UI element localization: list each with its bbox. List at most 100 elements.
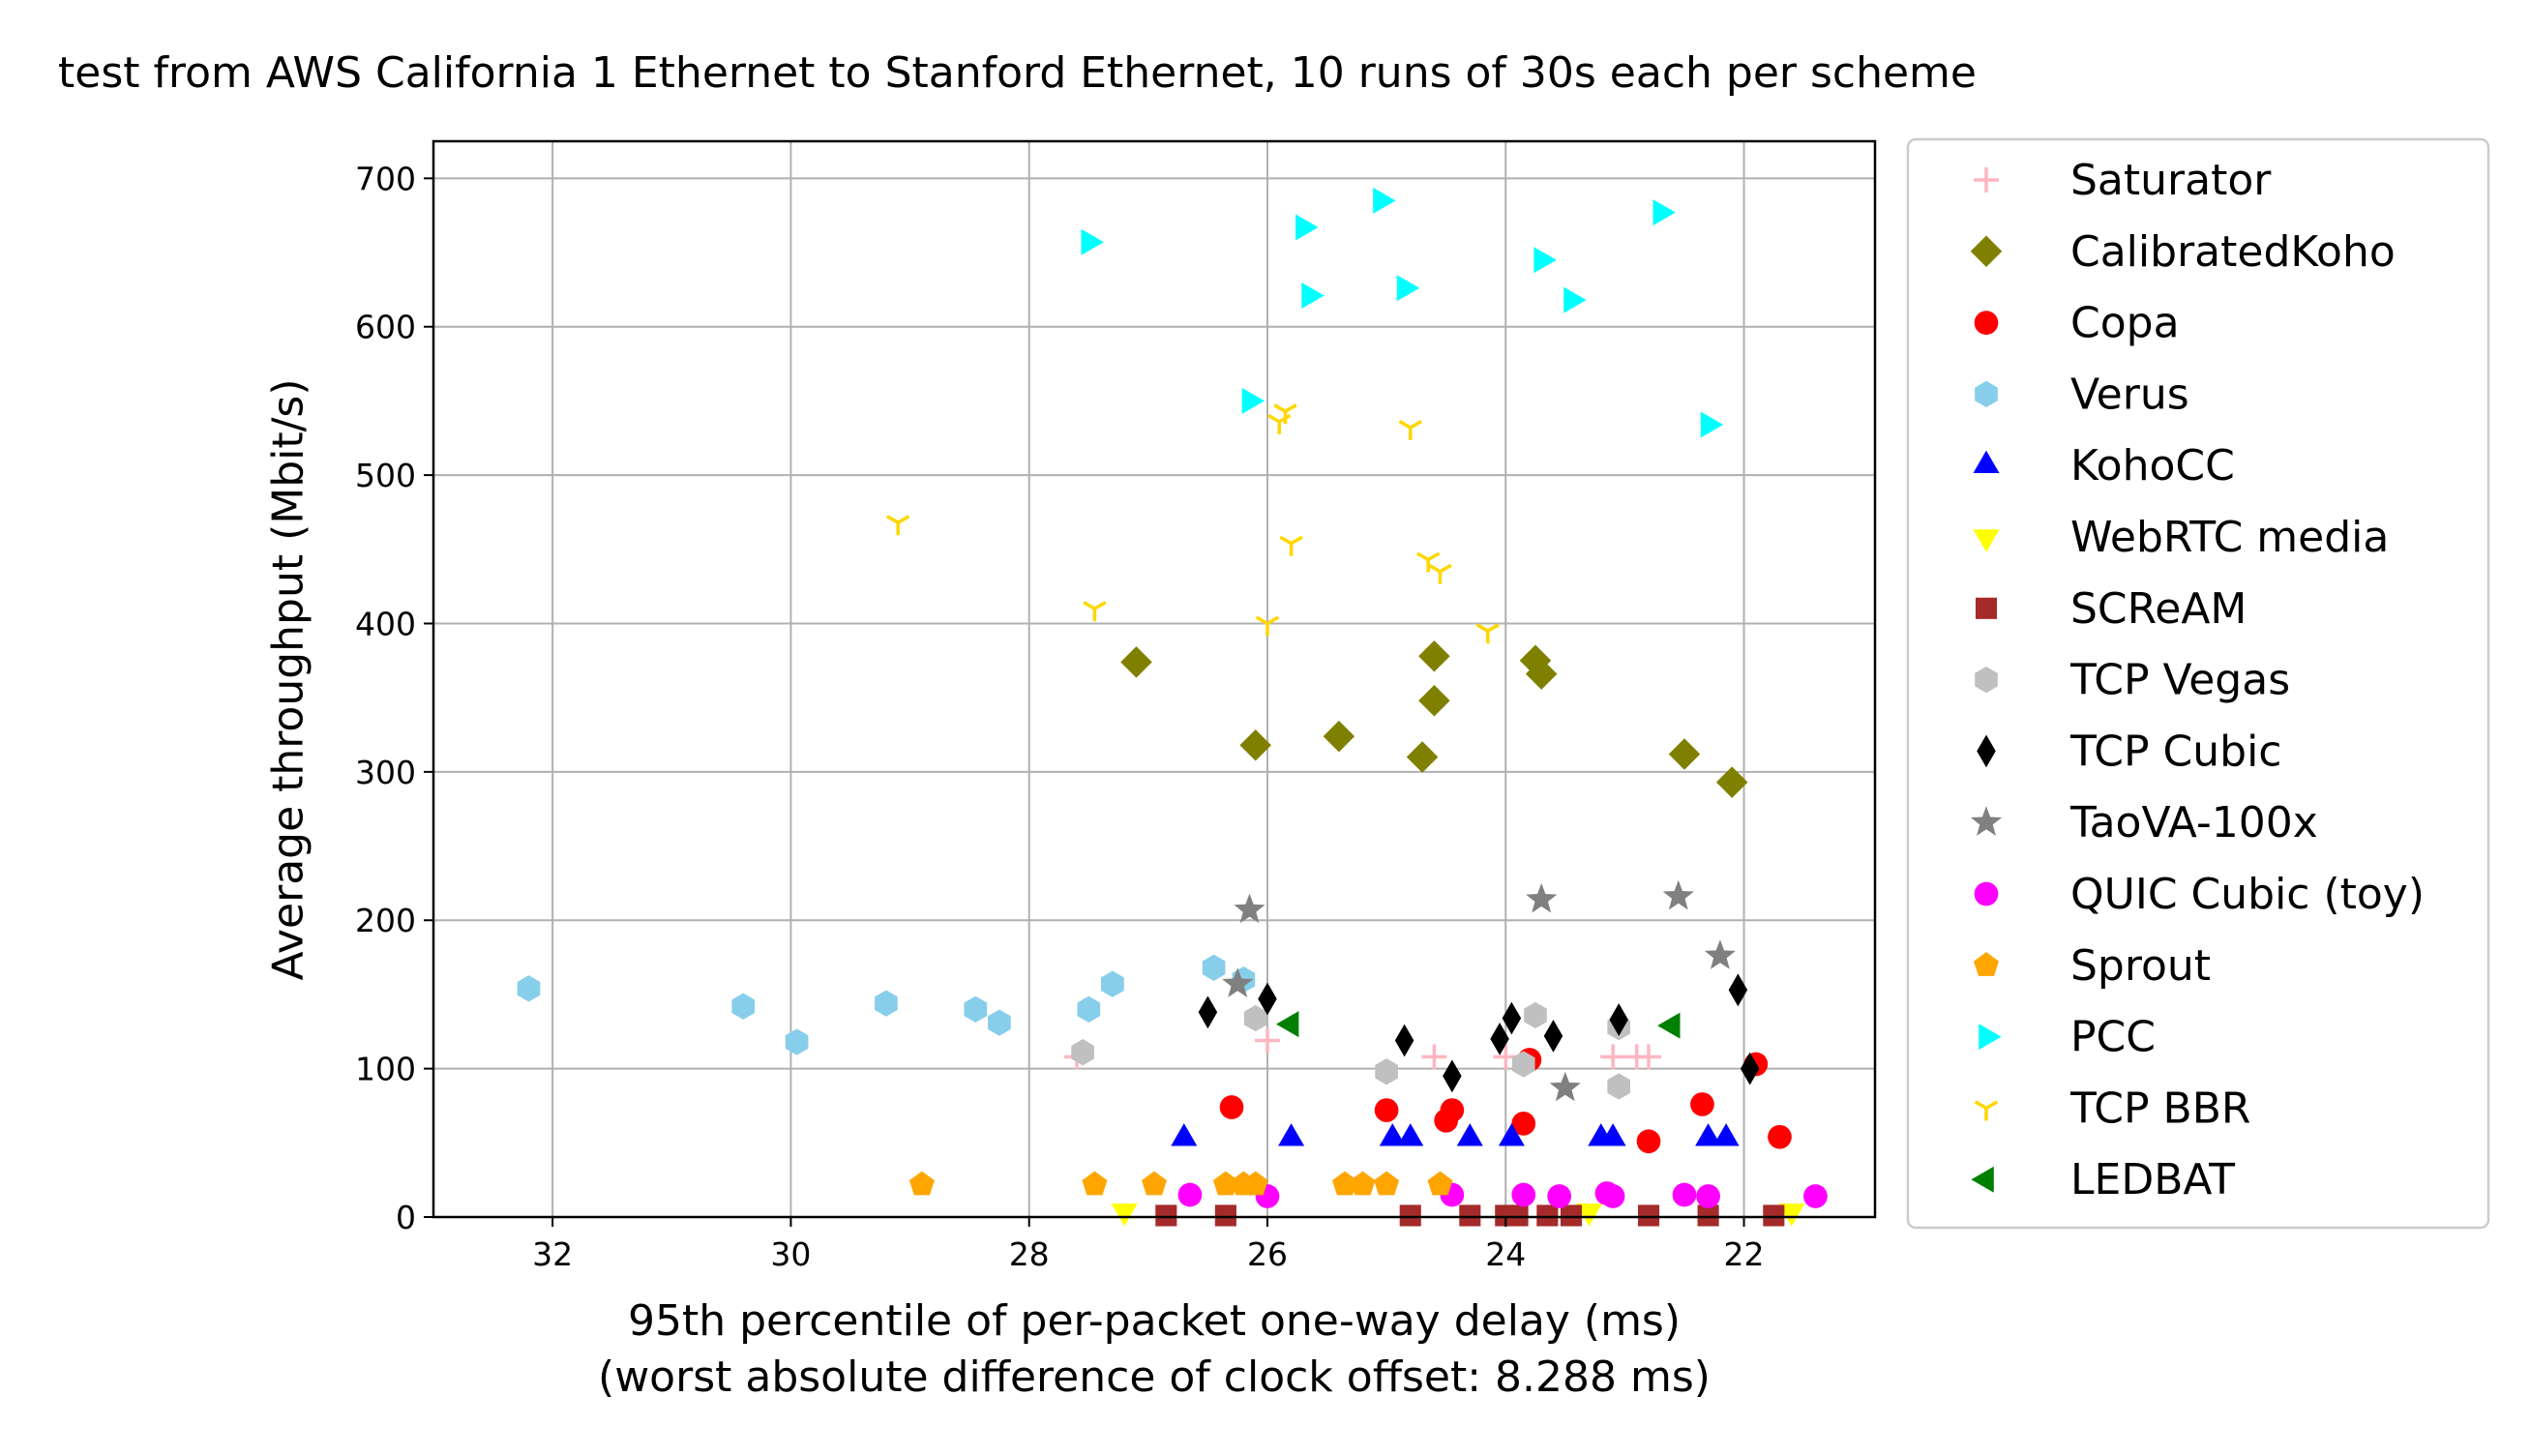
y-axis-ticks: 0 100 200 300 400 500 600 700 xyxy=(355,160,433,1236)
point-tcp-vegas xyxy=(1607,1073,1631,1100)
point-webrtc-media xyxy=(1575,1203,1603,1227)
point-taova-100x xyxy=(1526,882,1558,913)
legend-marker xyxy=(1977,734,1996,768)
point-quic-cubic-toy xyxy=(1803,1184,1828,1208)
x-axis-ticks: 32 30 28 26 24 22 xyxy=(532,1217,1765,1273)
legend-item-pcc: PCC xyxy=(1979,1013,2156,1062)
point-copa xyxy=(1440,1098,1465,1122)
point-sprout xyxy=(1332,1171,1357,1196)
y-tick-label: 100 xyxy=(355,1051,416,1088)
point-scream xyxy=(1637,1204,1660,1227)
series-pcc xyxy=(1081,187,1724,438)
point-sprout xyxy=(1374,1171,1400,1196)
point-tcp-bbr xyxy=(1273,403,1297,425)
point-copa xyxy=(1219,1095,1244,1119)
legend-marker xyxy=(1975,666,1998,694)
legend-label: CalibratedKoho xyxy=(2070,227,2396,277)
point-sprout xyxy=(908,1171,935,1196)
point-taova-100x xyxy=(1662,879,1694,910)
point-scream xyxy=(1763,1204,1785,1227)
point-scream xyxy=(1536,1204,1559,1227)
legend-label: TCP Vegas xyxy=(2069,656,2290,705)
legend-label: Saturator xyxy=(2070,156,2272,205)
legend-label: TCP Cubic xyxy=(2069,727,2282,776)
point-tcp-bbr xyxy=(1475,623,1500,644)
point-tcp-vegas xyxy=(1511,1051,1535,1078)
series-saturator xyxy=(1064,1027,1661,1070)
legend-marker xyxy=(1970,806,2003,836)
legend-marker xyxy=(1974,881,1999,906)
point-scream xyxy=(1214,1204,1236,1227)
point-scream xyxy=(1155,1204,1177,1227)
legend-item-kohocc: KohoCC xyxy=(1973,441,2235,490)
point-calibratedkoho xyxy=(1668,738,1701,770)
point-quic-cubic-toy xyxy=(1600,1184,1625,1208)
point-verus xyxy=(517,975,541,1002)
legend-label: TCP BBR xyxy=(2069,1084,2250,1133)
point-tcp-bbr xyxy=(1083,601,1107,622)
series-quic-cubic-toy xyxy=(1177,1181,1828,1208)
point-kohocc xyxy=(1599,1123,1626,1146)
plot-frame xyxy=(432,139,1877,1219)
legend-item-tcp-cubic: TCP Cubic xyxy=(1977,727,2282,776)
y-tick-label: 600 xyxy=(355,309,416,346)
point-tcp-bbr xyxy=(1428,563,1452,584)
series-verus xyxy=(517,954,1256,1055)
point-tcp-bbr xyxy=(1416,551,1441,573)
point-tcp-vegas xyxy=(1375,1058,1398,1085)
point-tcp-cubic xyxy=(1258,982,1277,1016)
legend-label: QUIC Cubic (toy) xyxy=(2070,870,2425,919)
legend-label: PCC xyxy=(2070,1013,2156,1062)
y-tick-label: 500 xyxy=(355,457,416,494)
x-axis-sublabel: (worst absolute difference of clock offs… xyxy=(598,1352,1711,1402)
point-tcp-cubic xyxy=(1609,1003,1628,1036)
point-taova-100x xyxy=(1704,939,1736,969)
legend-item-sprout: Sprout xyxy=(1974,941,2211,991)
legend-item-webrtc-media: WebRTC media xyxy=(1973,513,2389,562)
point-calibratedkoho xyxy=(1120,646,1152,678)
point-calibratedkoho xyxy=(1239,729,1271,761)
point-taova-100x xyxy=(1234,893,1265,924)
point-copa xyxy=(1690,1092,1714,1116)
y-tick-label: 0 xyxy=(396,1199,416,1236)
point-saturator xyxy=(1636,1044,1661,1070)
point-saturator xyxy=(1255,1027,1280,1054)
point-tcp-vegas xyxy=(1524,1001,1547,1029)
series-webrtc-media xyxy=(1111,1203,1805,1227)
point-calibratedkoho xyxy=(1418,639,1450,672)
point-scream xyxy=(1697,1204,1719,1227)
legend-label: TaoVA-100x xyxy=(2069,798,2318,847)
x-axis-label: 95th percentile of per-packet one-way de… xyxy=(627,1296,1682,1346)
point-kohocc xyxy=(1456,1123,1483,1146)
point-pcc xyxy=(1396,275,1420,302)
legend-marker xyxy=(1974,311,1999,335)
legend-item-scream: SCReAM xyxy=(1975,584,2247,634)
legend-marker xyxy=(1979,1024,2002,1051)
legend-label: Copa xyxy=(2070,299,2180,348)
point-ledbat xyxy=(1276,1011,1299,1038)
point-scream xyxy=(1459,1204,1481,1227)
point-copa xyxy=(1374,1098,1399,1122)
y-axis-label: Average throughput (Mbit/s) xyxy=(263,377,313,981)
point-ledbat xyxy=(1657,1012,1681,1039)
legend-marker xyxy=(1971,1166,1994,1193)
legend-label: LEDBAT xyxy=(2070,1155,2235,1204)
series-calibratedkoho xyxy=(1120,639,1748,798)
point-kohocc xyxy=(1397,1123,1424,1146)
point-tcp-cubic xyxy=(1490,1023,1509,1055)
legend-label: WebRTC media xyxy=(2070,513,2389,562)
point-saturator xyxy=(1421,1044,1447,1070)
point-tcp-vegas xyxy=(1243,1004,1267,1032)
y-tick-label: 700 xyxy=(355,160,416,197)
point-calibratedkoho xyxy=(1406,741,1439,773)
legend-marker xyxy=(1974,1100,1999,1121)
point-scream xyxy=(1399,1204,1421,1227)
point-quic-cubic-toy xyxy=(1696,1184,1720,1208)
point-verus xyxy=(1077,995,1101,1023)
point-calibratedkoho xyxy=(1323,720,1355,753)
y-tick-label: 200 xyxy=(355,902,416,939)
legend-item-tcp-vegas: TCP Vegas xyxy=(1975,656,2290,705)
point-tcp-cubic xyxy=(1543,1020,1563,1053)
x-tick-label: 24 xyxy=(1485,1235,1526,1273)
legend-box xyxy=(1906,137,2490,1230)
